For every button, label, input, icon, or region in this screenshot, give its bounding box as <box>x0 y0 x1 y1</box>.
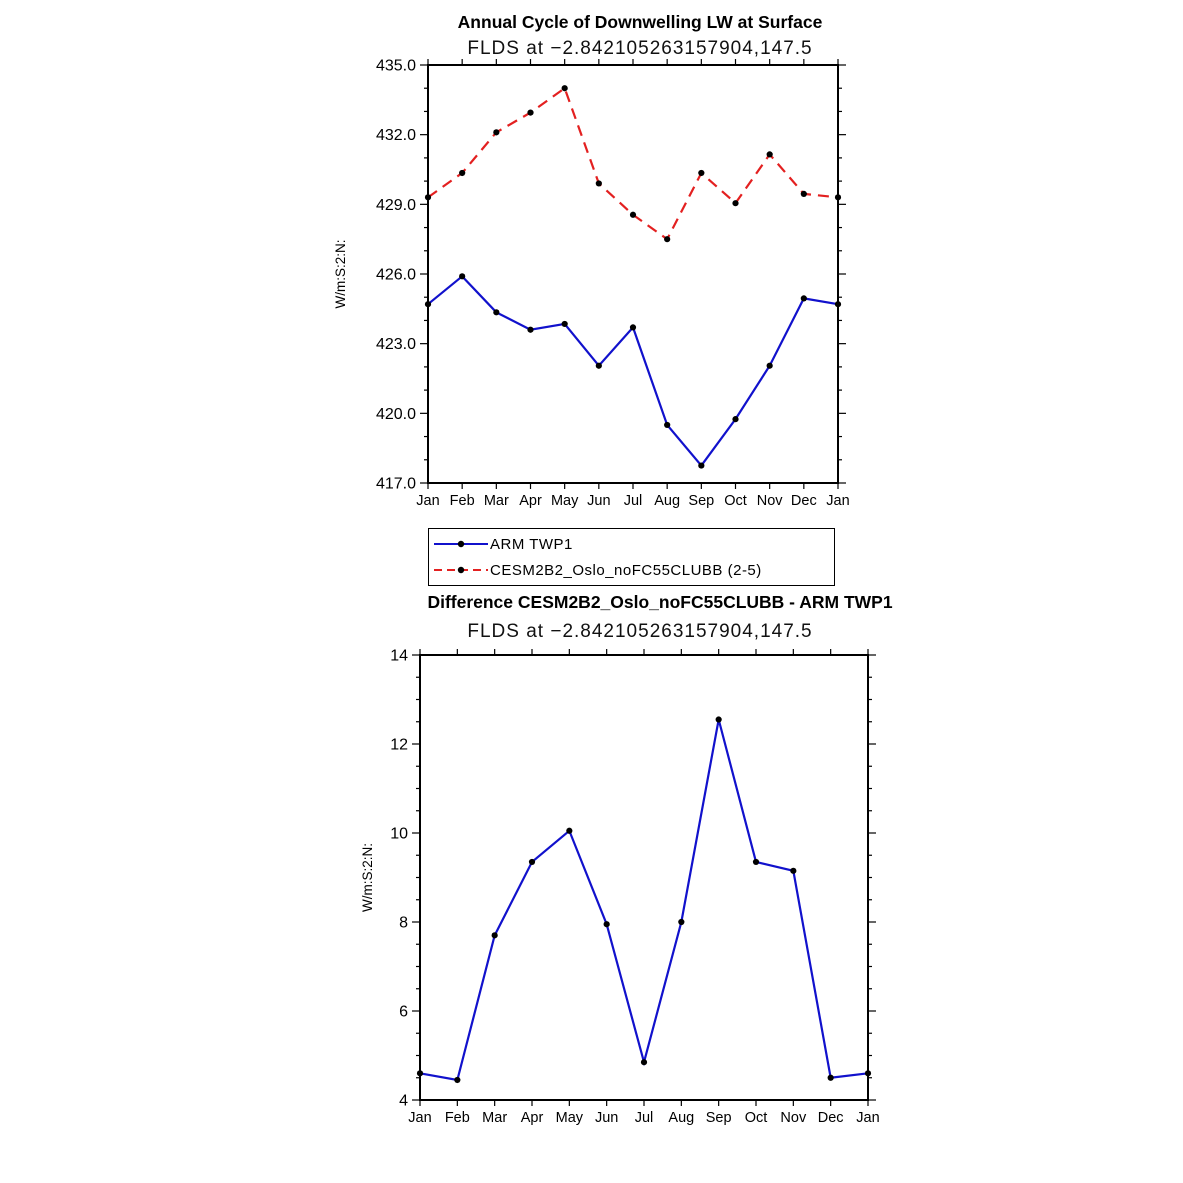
legend-line-dashed-icon <box>434 566 488 574</box>
svg-text:8: 8 <box>399 915 408 932</box>
x-tick-labels: Jan Feb Mar Apr May Jun Jul Aug Sep Oct Nov Dec Jan <box>416 493 849 509</box>
svg-text:417.0: 417.0 <box>376 476 416 493</box>
y-axis-label: W/m:S:2:N: <box>333 239 348 308</box>
svg-text:Apr: Apr <box>519 493 542 509</box>
svg-text:Jul: Jul <box>635 1110 654 1126</box>
svg-text:429.0: 429.0 <box>376 197 416 214</box>
chart2-plot: 4 6 8 10 12 14 Jan Feb Mar Apr May Jun Jul Aug Sep Oct N… <box>360 648 880 1127</box>
svg-text:Oct: Oct <box>745 1110 768 1126</box>
svg-text:Sep: Sep <box>706 1110 732 1126</box>
legend-item-cesm: CESM2B2_Oslo_noFC55CLUBB (2-5) <box>429 557 834 583</box>
svg-text:Aug: Aug <box>668 1110 694 1126</box>
svg-text:Dec: Dec <box>791 493 817 509</box>
chart2-title: Difference CESM2B2_Oslo_noFC55CLUBB - AR… <box>427 592 893 612</box>
svg-text:Jan: Jan <box>408 1110 431 1126</box>
svg-text:432.0: 432.0 <box>376 127 416 144</box>
svg-text:12: 12 <box>390 737 408 754</box>
legend-label-cesm: CESM2B2_Oslo_noFC55CLUBB (2-5) <box>490 561 762 579</box>
svg-text:May: May <box>551 493 579 509</box>
svg-text:Mar: Mar <box>482 1110 507 1126</box>
legend-item-arm-twp1: ARM TWP1 <box>429 531 834 557</box>
y-tick-labels: 4 6 8 10 12 14 <box>390 648 408 1110</box>
svg-text:Jan: Jan <box>416 493 439 509</box>
svg-text:Aug: Aug <box>654 493 680 509</box>
svg-text:Jul: Jul <box>624 493 643 509</box>
chart1-subtitle: FLDS at −2.842105263157904,147.5 <box>467 38 813 59</box>
svg-text:Feb: Feb <box>445 1110 470 1126</box>
chart2-subtitle: FLDS at −2.842105263157904,147.5 <box>467 621 813 642</box>
axes <box>420 59 846 489</box>
svg-text:Mar: Mar <box>484 493 509 509</box>
svg-text:420.0: 420.0 <box>376 406 416 423</box>
svg-text:435.0: 435.0 <box>376 58 416 75</box>
series-line <box>427 274 839 468</box>
svg-text:Sep: Sep <box>688 493 714 509</box>
svg-text:Dec: Dec <box>818 1110 844 1126</box>
series-markers <box>424 85 842 243</box>
y-tick-labels: 417.0 420.0 423.0 426.0 429.0 432.0 435.0 <box>376 58 416 493</box>
legend-line-solid-icon <box>434 540 488 548</box>
y-axis-label: W/m:S:2:N: <box>360 843 375 912</box>
svg-text:Nov: Nov <box>757 493 784 509</box>
x-tick-labels: Jan Feb Mar Apr May Jun Jul Aug Sep Oct Nov Dec Jan <box>408 1110 879 1126</box>
svg-text:6: 6 <box>399 1004 408 1021</box>
legend: ARM TWP1 CESM2B2_Oslo_noFC55CLUBB (2-5) <box>428 528 835 586</box>
svg-text:Jan: Jan <box>856 1110 879 1126</box>
series-markers <box>416 716 872 1084</box>
svg-text:Oct: Oct <box>724 493 747 509</box>
axes <box>412 649 876 1106</box>
svg-text:Jun: Jun <box>595 1110 618 1126</box>
svg-text:Feb: Feb <box>450 493 475 509</box>
legend-label-arm-twp1: ARM TWP1 <box>490 535 573 553</box>
svg-text:Jun: Jun <box>587 493 610 509</box>
svg-text:May: May <box>556 1110 584 1126</box>
series-line <box>419 719 869 1082</box>
chart1-title: Annual Cycle of Downwelling LW at Surfac… <box>457 12 823 32</box>
svg-text:423.0: 423.0 <box>376 336 416 353</box>
svg-text:Jan: Jan <box>826 493 849 509</box>
svg-text:Nov: Nov <box>780 1110 807 1126</box>
chart1-plot: 417.0 420.0 423.0 426.0 429.0 432.0 435.0 Jan Fe… <box>333 58 850 510</box>
svg-text:14: 14 <box>390 648 408 665</box>
svg-text:Apr: Apr <box>521 1110 544 1126</box>
svg-text:10: 10 <box>390 826 408 843</box>
series-markers <box>424 273 842 469</box>
svg-text:4: 4 <box>399 1093 408 1110</box>
svg-text:426.0: 426.0 <box>376 267 416 284</box>
